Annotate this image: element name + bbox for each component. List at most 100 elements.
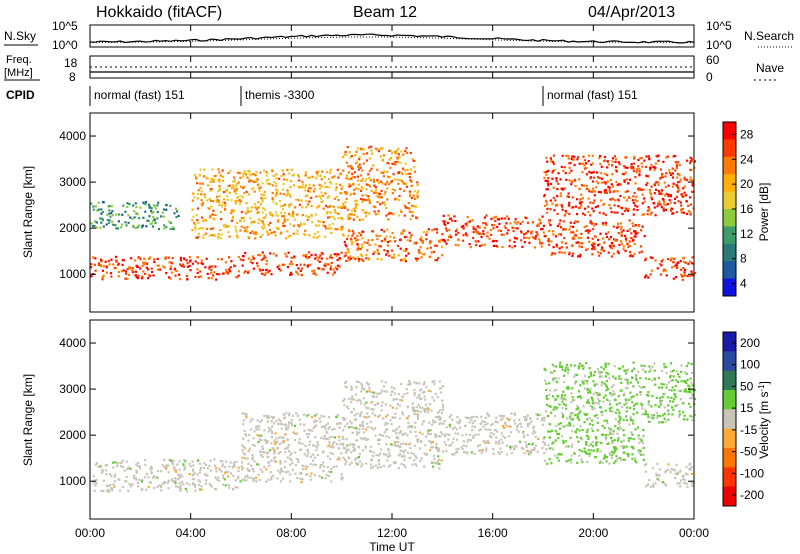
power-echo-cell bbox=[279, 232, 282, 236]
velocity-echo-cell bbox=[258, 428, 261, 431]
power-echo-cell bbox=[235, 196, 239, 199]
velocity-echo-cell bbox=[437, 462, 440, 465]
velocity-echo-cell bbox=[466, 416, 469, 419]
velocity-echo-cell bbox=[672, 400, 675, 403]
velocity-echo-cell bbox=[248, 447, 251, 450]
power-echo-cell bbox=[351, 209, 354, 212]
velocity-echo-cell bbox=[454, 432, 457, 435]
velocity-echo-cell bbox=[415, 406, 418, 409]
velocity-echo-cell bbox=[551, 442, 554, 445]
velocity-echo-cell bbox=[648, 479, 651, 482]
velocity-echo-cell bbox=[644, 470, 648, 473]
power-echo-cell bbox=[381, 147, 384, 150]
velocity-echo-cell bbox=[646, 393, 649, 397]
velocity-echo-cell bbox=[618, 415, 621, 418]
power-echo-cell bbox=[90, 222, 93, 225]
velocity-echo-cell bbox=[301, 464, 304, 467]
velocity-echo-cell bbox=[413, 388, 416, 392]
velocity-echo-cell bbox=[331, 442, 334, 445]
power-echo-cell bbox=[269, 213, 272, 216]
power-echo-cell bbox=[544, 234, 548, 238]
velocity-echo-cell bbox=[311, 453, 314, 456]
velocity-echo-cell bbox=[567, 445, 570, 448]
power-echo-cell bbox=[142, 201, 145, 204]
power-echo-cell bbox=[624, 156, 627, 159]
power-echo-cell bbox=[244, 172, 247, 175]
velocity-echo-cell bbox=[232, 474, 235, 477]
velocity-echo-cell bbox=[378, 433, 381, 436]
power-echo-cell bbox=[468, 243, 471, 246]
velocity-echo-cell bbox=[265, 414, 268, 417]
power-echo-cell bbox=[678, 180, 681, 183]
power-echo-cell bbox=[680, 211, 683, 214]
power-echo-cell bbox=[611, 243, 614, 246]
velocity-echo-cell bbox=[365, 381, 368, 384]
velocity-echo-cell bbox=[653, 369, 656, 372]
power-echo-cell bbox=[185, 259, 188, 262]
velocity-echo-cell bbox=[541, 417, 544, 420]
power-echo-cell bbox=[135, 264, 138, 267]
velocity-echo-cell bbox=[347, 407, 350, 410]
velocity-echo-cell bbox=[548, 382, 551, 385]
velocity-echo-cell bbox=[387, 448, 390, 451]
velocity-echo-cell bbox=[534, 435, 537, 438]
velocity-echo-cell bbox=[389, 419, 392, 422]
velocity-echo-cell bbox=[437, 455, 440, 458]
power-echo-cell bbox=[388, 212, 391, 215]
power-echo-cell bbox=[485, 214, 488, 217]
power-echo-cell bbox=[262, 207, 265, 210]
power-echo-cell bbox=[315, 256, 318, 259]
velocity-echo-cell bbox=[313, 419, 316, 422]
power-echo-cell bbox=[420, 236, 423, 239]
power-echo-cell bbox=[192, 215, 195, 218]
power-echo-cell bbox=[347, 165, 350, 168]
power-echo-cell bbox=[546, 182, 550, 185]
velocity-echo-cell bbox=[408, 424, 411, 428]
velocity-echo-cell bbox=[350, 401, 353, 404]
velocity-echo-cell bbox=[505, 425, 508, 428]
velocity-echo-cell bbox=[474, 433, 477, 436]
velocity-echo-cell bbox=[439, 418, 442, 421]
power-echo-cell bbox=[279, 192, 282, 195]
velocity-echo-cell bbox=[567, 372, 570, 375]
velocity-echo-cell bbox=[301, 468, 304, 471]
velocity-echo-cell bbox=[458, 419, 461, 422]
velocity-echo-cell bbox=[199, 488, 202, 491]
velocity-echo-cell bbox=[246, 474, 249, 477]
velocity-echo-cell bbox=[214, 464, 217, 467]
velocity-echo-cell bbox=[241, 412, 244, 415]
velocity-echo-cell bbox=[413, 412, 416, 415]
power-echo-cell bbox=[158, 268, 162, 271]
velocity-echo-cell bbox=[297, 460, 300, 463]
power-echo-cell bbox=[345, 192, 348, 195]
power-echo-cell bbox=[340, 187, 343, 190]
power-echo-cell bbox=[96, 209, 99, 212]
power-echo-cell bbox=[289, 271, 292, 274]
velocity-echo-cell bbox=[622, 429, 625, 432]
velocity-echo-cell bbox=[261, 455, 264, 458]
velocity-echo-cell bbox=[191, 474, 194, 477]
power-echo-cell bbox=[490, 233, 493, 236]
velocity-echo-cell bbox=[472, 436, 475, 439]
power-echo-cell bbox=[382, 154, 385, 157]
power-echo-cell bbox=[466, 215, 469, 219]
velocity-echo-cell bbox=[442, 406, 445, 409]
power-echo-cell bbox=[560, 241, 564, 244]
velocity-echo-cell bbox=[346, 422, 349, 425]
power-echo-cell bbox=[573, 155, 576, 158]
velocity-echo-cell bbox=[303, 413, 306, 416]
velocity-echo-cell bbox=[623, 445, 626, 448]
velocity-echo-cell bbox=[670, 389, 673, 392]
power-echo-cell bbox=[269, 252, 272, 255]
power-echo-cell bbox=[413, 205, 416, 208]
velocity-echo-cell bbox=[622, 418, 625, 421]
velocity-echo-cell bbox=[603, 454, 607, 457]
power-echo-cell bbox=[261, 268, 264, 272]
velocity-echo-cell bbox=[613, 448, 616, 451]
velocity-echo-cell bbox=[265, 468, 268, 471]
velocity-echo-cell bbox=[456, 432, 460, 435]
velocity-echo-cell bbox=[554, 430, 557, 433]
power-echo-cell bbox=[528, 237, 531, 240]
power-echo-cell bbox=[343, 153, 346, 156]
power-echo-cell bbox=[572, 225, 575, 228]
